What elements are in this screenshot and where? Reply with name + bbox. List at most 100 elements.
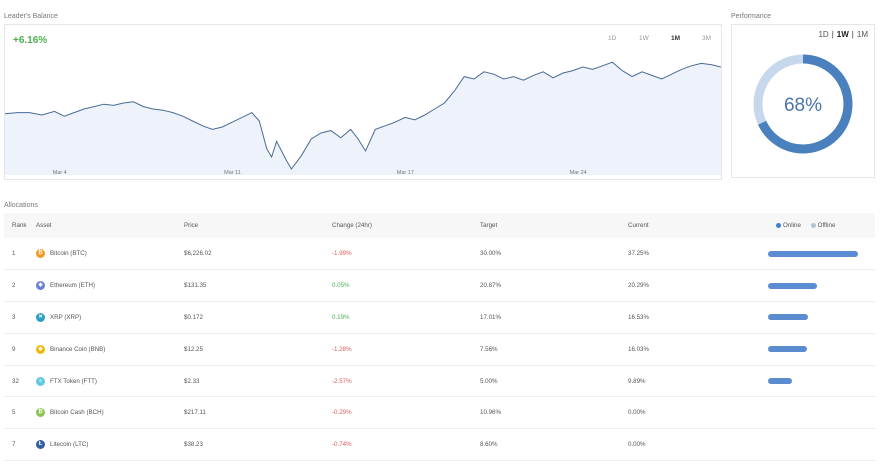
cell-price: $131.35 (184, 282, 207, 290)
range-tab-1w[interactable]: 1W (639, 35, 649, 42)
header-current[interactable]: Current (628, 222, 649, 229)
cell-change: 0.05% (332, 282, 350, 290)
cell-price: $12.25 (184, 345, 203, 353)
table-row[interactable]: 1 ₿ Bitcoin (BTC) $6,226.02 -1.99% 30.00% 37.2… (4, 238, 875, 270)
x-tick-label: Mar 24 (570, 170, 587, 176)
perf-tab-1m[interactable]: 1M (856, 30, 868, 39)
table-row[interactable]: 2 ◆ Ethereum (ETH) $131.35 0.05% 20.87% 20.29% (4, 270, 875, 302)
performance-donut-fill (753, 54, 853, 154)
cell-change: -2.57% (332, 377, 352, 385)
cell-target: 7.56% (480, 345, 498, 353)
allocations-title: Allocations (4, 202, 38, 209)
header-target[interactable]: Target (480, 222, 498, 229)
allocation-bar (768, 314, 808, 321)
ethereum-icon: ◆ (36, 281, 45, 291)
allocation-bar (768, 282, 818, 289)
cell-current: 16.53% (628, 313, 649, 321)
header-rank[interactable]: Rank (12, 222, 27, 229)
cell-change: 0.19% (332, 313, 350, 321)
allocation-bar (768, 250, 858, 257)
cell-target: 17.01% (480, 313, 501, 321)
header-change[interactable]: Change (24hr) (332, 222, 372, 229)
cell-price: $2.33 (184, 377, 200, 385)
performance-tabs: 1D | 1W | 1M (818, 30, 868, 39)
cell-target: 5.00% (480, 377, 498, 385)
x-tick-label: Mar 17 (397, 170, 414, 176)
cell-target: 10.96% (480, 409, 501, 417)
cell-asset: ₿ Bitcoin (BTC) (28, 238, 176, 270)
perf-tab-1w[interactable]: 1W (836, 30, 849, 39)
xrp-icon: ✕ (36, 312, 45, 322)
asset-name: Bitcoin (BTC) (50, 250, 87, 258)
table-row[interactable]: 7 Ł Litecoin (LTC) $38.23 -0.74% 8.60% 0.00% (4, 429, 875, 461)
allocation-bar (768, 346, 807, 353)
perf-tab-1d[interactable]: 1D (818, 30, 829, 39)
bitcoin-icon: ₿ (36, 249, 45, 259)
asset-name: XRP (XRP) (50, 313, 82, 321)
header-asset[interactable]: Asset (36, 222, 52, 229)
table-row[interactable]: 3 ✕ XRP (XRP) $0.172 0.19% 17.01% 16.53% (4, 302, 875, 334)
cell-target: 8.60% (480, 441, 498, 449)
legend-offline: Offline (817, 222, 836, 229)
cell-rank: 7 (12, 441, 16, 449)
asset-name: Binance Coin (BNB) (50, 345, 106, 353)
cell-price: $38.23 (184, 441, 203, 449)
table-header-row: Rank Asset Price Change (24hr) Target Cu… (4, 213, 875, 238)
asset-name: FTX Token (FTT) (50, 377, 97, 385)
table-row[interactable]: 32 ≡ FTX Token (FTT) $2.33 -2.57% 5.00% 9.89% (4, 365, 875, 397)
cell-asset: ✕ XRP (XRP) (28, 302, 176, 334)
offline-dot-icon (810, 222, 816, 228)
balance-line (5, 61, 721, 170)
litecoin-icon: Ł (36, 440, 45, 450)
cell-allocation-bar (768, 270, 875, 302)
range-tab-3m[interactable]: 3M (702, 35, 712, 42)
asset-name: Bitcoin Cash (BCH) (50, 409, 104, 417)
header-price[interactable]: Price (184, 222, 199, 229)
asset-name: Ethereum (ETH) (50, 282, 96, 290)
cell-allocation-bar (768, 429, 875, 461)
binance-icon: ◈ (36, 344, 45, 354)
cell-target: 20.87% (480, 282, 501, 290)
table-row[interactable]: 9 ◈ Binance Coin (BNB) $12.25 -1.28% 7.56% 16.… (4, 333, 875, 366)
cell-price: $217.11 (184, 409, 206, 417)
performance-title: Performance (731, 13, 772, 20)
status-legend: Online Offline (768, 213, 875, 238)
cell-asset: ◈ Binance Coin (BNB) (28, 333, 176, 365)
balance-title: Leader's Balance (4, 13, 58, 20)
cell-rank: 5 (12, 409, 16, 417)
performance-panel: 1D | 1W | 1M 68% (731, 24, 875, 178)
x-tick-label: Mar 11 (224, 170, 241, 176)
cell-current: 20.29% (628, 282, 649, 290)
performance-value: 68% (784, 95, 822, 116)
cell-allocation-bar (768, 397, 875, 429)
cell-price: $0.172 (184, 313, 203, 321)
cell-asset: Ł Litecoin (LTC) (28, 429, 176, 461)
x-tick-label: Mar 4 (53, 170, 67, 176)
online-dot-icon (776, 222, 781, 228)
cell-allocation-bar (768, 238, 875, 270)
cell-current: 37.25% (628, 250, 649, 258)
range-tab-1d[interactable]: 1D (608, 35, 617, 42)
allocation-bar (768, 378, 792, 385)
ftx-icon: ≡ (36, 376, 45, 386)
cell-rank: 32 (12, 377, 19, 385)
performance-donut: 68% (753, 54, 853, 154)
cell-current: 0.00% (628, 441, 646, 449)
perf-tab-separator: | (831, 30, 834, 39)
cell-current: 9.89% (628, 377, 646, 385)
cell-change: -1.28% (332, 345, 352, 353)
cell-asset: ₿ Bitcoin Cash (BCH) (28, 397, 176, 429)
table-row[interactable]: 5 ₿ Bitcoin Cash (BCH) $217.11 -0.29% 10.96% 0… (4, 397, 875, 429)
balance-change-percent: +6.16% (13, 35, 48, 46)
cell-change: -0.74% (332, 441, 352, 449)
asset-name: Litecoin (LTC) (50, 441, 89, 449)
cell-asset: ≡ FTX Token (FTT) (28, 365, 176, 397)
allocations-table: Rank Asset Price Change (24hr) Target Cu… (4, 213, 875, 461)
cell-current: 16.03% (628, 345, 649, 353)
cell-rank: 1 (12, 250, 16, 258)
cell-rank: 9 (12, 345, 16, 353)
perf-tab-separator: | (851, 30, 854, 39)
cell-target: 30.00% (480, 250, 501, 258)
range-tab-1m[interactable]: 1M (671, 35, 681, 42)
